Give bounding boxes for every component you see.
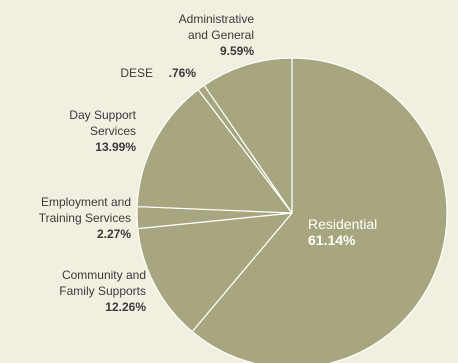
slice-value-admin: 9.59%	[220, 44, 254, 58]
slice-label-day-support-line2: Services	[90, 124, 136, 138]
slice-value-employment: 2.27%	[97, 227, 131, 241]
slice-label-residential: Residential	[308, 216, 377, 232]
slice-label-community-line1: Community and	[62, 268, 146, 282]
slice-label-day-support-line1: Day Support	[69, 108, 136, 122]
pie-slice-day-support-services	[136, 89, 293, 214]
slice-label-employment-line2: Training Services	[39, 211, 131, 225]
pie-slice-administrative-and-general	[203, 57, 293, 214]
slice-label-admin-line1: Administrative	[179, 12, 255, 26]
slice-value-residential: 61.14%	[308, 232, 356, 248]
slice-label-dese: DESE	[120, 66, 153, 80]
slice-label-admin-line2: and General	[188, 28, 254, 42]
pie-slice-residential	[191, 57, 448, 363]
slice-value-day-support: 13.99%	[95, 140, 136, 154]
slice-label-employment-line1: Employment and	[41, 195, 131, 209]
pie-slices	[136, 57, 448, 363]
slice-value-community: 12.26%	[105, 300, 146, 314]
pie-slice-community-and-family-supports	[137, 212, 293, 333]
slice-label-community-line2: Family Supports	[59, 284, 146, 298]
slice-value-dese: .76%	[169, 66, 197, 80]
